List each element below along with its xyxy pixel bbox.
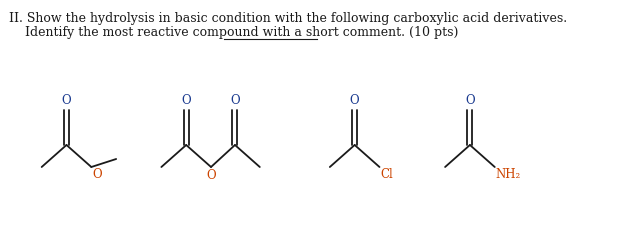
Text: Cl: Cl: [380, 168, 393, 181]
Text: O: O: [206, 169, 216, 182]
Text: O: O: [350, 94, 359, 107]
Text: O: O: [182, 94, 191, 107]
Text: O: O: [92, 168, 102, 181]
Text: II. Show the hydrolysis in basic condition with the following carboxylic acid de: II. Show the hydrolysis in basic conditi…: [9, 12, 567, 25]
Text: O: O: [62, 94, 71, 107]
Text: Identify the most reactive compound with a short comment. (10 pts): Identify the most reactive compound with…: [9, 26, 458, 39]
Text: O: O: [465, 94, 475, 107]
Text: O: O: [230, 94, 240, 107]
Text: NH₂: NH₂: [496, 168, 521, 181]
